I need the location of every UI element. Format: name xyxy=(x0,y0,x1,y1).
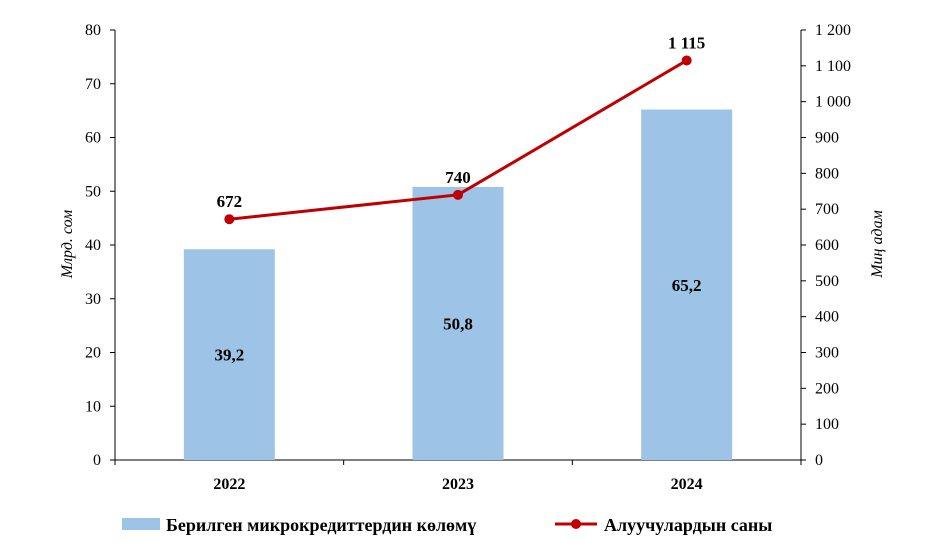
legend: Берилген микрокредиттердин көлөмү Алуучу… xyxy=(122,515,772,535)
left-tick-label: 10 xyxy=(85,398,101,415)
right-tick-label: 100 xyxy=(815,416,839,433)
right-tick-label: 1 200 xyxy=(815,22,851,39)
left-tick-label: 0 xyxy=(93,452,101,469)
right-axis-title: Миң адам xyxy=(869,210,886,279)
left-tick-label: 30 xyxy=(85,291,101,308)
bar-value-label: 50,8 xyxy=(443,314,473,333)
right-tick-label: 600 xyxy=(815,237,839,254)
left-y-axis: 0 10 20 30 40 50 60 70 80 xyxy=(85,22,116,469)
left-tick-label: 80 xyxy=(85,22,101,39)
legend-line-marker xyxy=(571,519,581,529)
left-tick-label: 20 xyxy=(85,345,101,362)
x-category-label: 2023 xyxy=(442,476,474,493)
right-y-axis: 0 100 200 300 400 500 600 700 800 900 1 000 1 100 1 … xyxy=(800,22,851,469)
right-tick-label: 1 000 xyxy=(815,94,851,111)
right-tick-label: 1 100 xyxy=(815,58,851,75)
right-tick-label: 400 xyxy=(815,309,839,326)
line-point xyxy=(453,189,463,200)
legend-bar-label: Берилген микрокредиттердин көлөмү xyxy=(166,515,476,535)
line-value-label: 1 115 xyxy=(668,33,705,52)
right-tick-label: 500 xyxy=(815,273,839,290)
bar-series xyxy=(183,109,733,461)
right-tick-label: 0 xyxy=(815,452,823,469)
data-labels: 39,2 50,8 65,2 672 740 1 115 xyxy=(214,33,705,364)
line-value-label: 740 xyxy=(445,168,471,187)
right-tick-label: 200 xyxy=(815,380,839,397)
line-series xyxy=(224,55,692,225)
line-value-label: 672 xyxy=(217,192,243,211)
bar xyxy=(641,109,733,461)
legend-bar-swatch xyxy=(122,518,160,530)
left-tick-label: 40 xyxy=(85,237,101,254)
right-tick-label: 300 xyxy=(815,345,839,362)
left-tick-label: 50 xyxy=(85,183,101,200)
right-tick-label: 800 xyxy=(815,165,839,182)
bar xyxy=(412,186,504,460)
bar xyxy=(183,249,275,460)
x-category-label: 2024 xyxy=(671,476,703,493)
x-category-label: 2022 xyxy=(213,476,245,493)
right-tick-label: 900 xyxy=(815,130,839,147)
left-tick-label: 60 xyxy=(85,130,101,147)
right-tick-label: 700 xyxy=(815,201,839,218)
line-point xyxy=(224,214,235,225)
legend-line-label: Алуучулардын саны xyxy=(604,515,772,535)
line-point xyxy=(681,55,692,66)
bar-value-label: 39,2 xyxy=(214,346,244,365)
x-axis: 2022 2023 2024 xyxy=(114,459,802,493)
left-tick-label: 70 xyxy=(85,76,101,93)
left-axis-title: Млрд. сом xyxy=(59,210,76,280)
bar-value-label: 65,2 xyxy=(672,276,702,295)
